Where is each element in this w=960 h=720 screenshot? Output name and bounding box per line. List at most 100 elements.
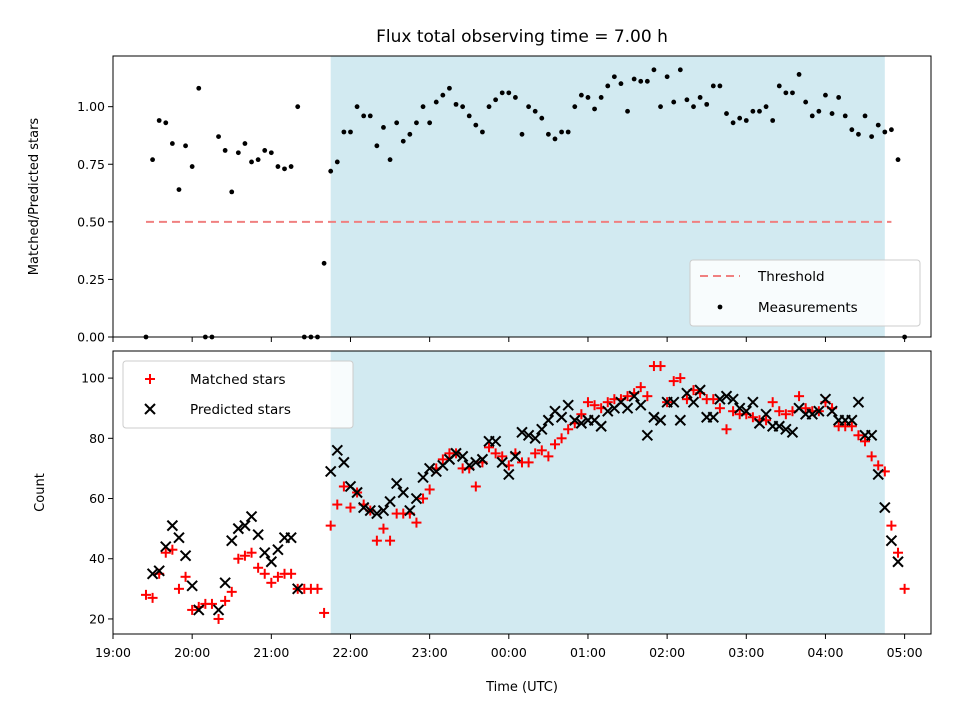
cross-bar-b xyxy=(193,604,205,616)
measurement-point xyxy=(717,83,723,89)
cross-bar-b xyxy=(522,429,535,442)
matched-point xyxy=(602,397,613,408)
cross-bar-b xyxy=(371,507,383,520)
cross-bar-b xyxy=(496,456,508,469)
predicted-point xyxy=(654,414,667,426)
predicted-point xyxy=(602,405,614,417)
matched-point xyxy=(642,391,653,402)
matched-point xyxy=(266,577,277,588)
y-tick-label: 1.00 xyxy=(77,99,105,114)
predicted-point xyxy=(470,456,482,469)
observing-span xyxy=(330,351,885,634)
measurement-point xyxy=(691,104,696,110)
predicted-point xyxy=(780,423,792,435)
measurement-point xyxy=(862,113,868,119)
count-points xyxy=(140,361,910,624)
predicted-point xyxy=(852,396,865,408)
y-axis-title: Count xyxy=(33,473,48,512)
cross-bar-b xyxy=(364,504,376,517)
measurement-point xyxy=(829,111,835,116)
measurement-point xyxy=(889,127,894,133)
predicted-point xyxy=(509,450,522,463)
cross-bar-b xyxy=(417,471,429,484)
y-tick-label: 0.00 xyxy=(77,330,105,345)
cross-bar-b xyxy=(813,405,825,417)
measurement-point xyxy=(697,95,703,100)
cross-bar-b xyxy=(377,504,390,517)
matched-point xyxy=(220,595,231,606)
cross-bar-b xyxy=(357,501,370,514)
x-tick-label: 23:00 xyxy=(412,645,448,660)
matched-point xyxy=(853,430,864,441)
measurement-point xyxy=(783,90,789,96)
x-tick-label: 01:00 xyxy=(570,645,606,660)
cross-bar-b xyxy=(245,510,258,523)
measurement-point xyxy=(282,166,287,172)
measurement-point xyxy=(361,113,367,119)
cross-bar-b xyxy=(654,414,667,426)
cross-bar-b xyxy=(872,468,884,481)
matched-point xyxy=(523,457,534,468)
predicted-point xyxy=(773,420,785,432)
cross-bar-b xyxy=(232,522,245,535)
x-tick-label: 00:00 xyxy=(491,645,527,660)
predicted-point xyxy=(423,462,436,475)
measurement-point xyxy=(704,101,710,107)
cross-bar-b xyxy=(575,417,588,429)
cross-bar-b xyxy=(463,459,475,472)
measurement-point xyxy=(506,90,512,96)
predicted-point xyxy=(641,429,654,442)
cross-bar-b xyxy=(144,403,156,415)
x-tick-label: 02:00 xyxy=(649,645,685,660)
y-tick-label: 0.25 xyxy=(77,272,105,287)
cross-bar-b xyxy=(450,447,462,460)
matched-point xyxy=(866,451,877,462)
predicted-point xyxy=(285,531,297,544)
predicted-point xyxy=(351,486,363,499)
cross-bar-b xyxy=(324,465,337,478)
legend: Matched stars Predicted stars xyxy=(122,360,354,429)
measurement-point xyxy=(539,115,545,121)
measurement-point xyxy=(519,131,525,137)
cross-bar-b xyxy=(219,577,231,589)
measurement-point xyxy=(638,78,644,84)
predicted-point xyxy=(219,577,231,589)
predicted-point xyxy=(714,393,726,405)
measurement-point xyxy=(394,120,400,126)
predicted-point xyxy=(364,504,376,517)
matched-point xyxy=(497,451,508,462)
predicted-point xyxy=(456,450,469,463)
predicted-point xyxy=(331,444,343,457)
cross-bar-b xyxy=(166,519,179,532)
cross-bar-b xyxy=(892,556,904,568)
legend-threshold-label: Threshold xyxy=(757,269,825,285)
legend-matched-label: Matched stars xyxy=(190,372,286,388)
measurement-point xyxy=(447,85,452,91)
matched-point xyxy=(286,568,297,579)
matched-point xyxy=(437,454,448,465)
x-tick-label: 04:00 xyxy=(807,645,843,660)
cross-bar-b xyxy=(602,405,614,417)
matched-point xyxy=(385,535,396,546)
legend-measurements-label: Measurements xyxy=(758,300,858,316)
matched-point xyxy=(893,547,904,558)
predicted-point xyxy=(239,519,251,532)
matched-point xyxy=(418,493,429,504)
predicted-point xyxy=(503,468,515,481)
cross-bar-b xyxy=(846,414,858,426)
measurement-point xyxy=(433,99,439,105)
cross-bar-b xyxy=(714,393,726,405)
predicted-point xyxy=(786,426,799,438)
measurement-point xyxy=(743,118,749,123)
predicted-point xyxy=(635,399,647,411)
measurement-point xyxy=(796,72,802,77)
measurement-point xyxy=(552,136,558,142)
cross-bar-b xyxy=(146,568,159,580)
measurement-point xyxy=(499,90,505,96)
matched-point xyxy=(714,403,725,414)
legend-box xyxy=(689,259,921,327)
cross-bar-b xyxy=(476,453,489,466)
cross-bar-b xyxy=(562,399,574,411)
measurement-point xyxy=(235,150,241,156)
measurement-point xyxy=(710,83,716,89)
